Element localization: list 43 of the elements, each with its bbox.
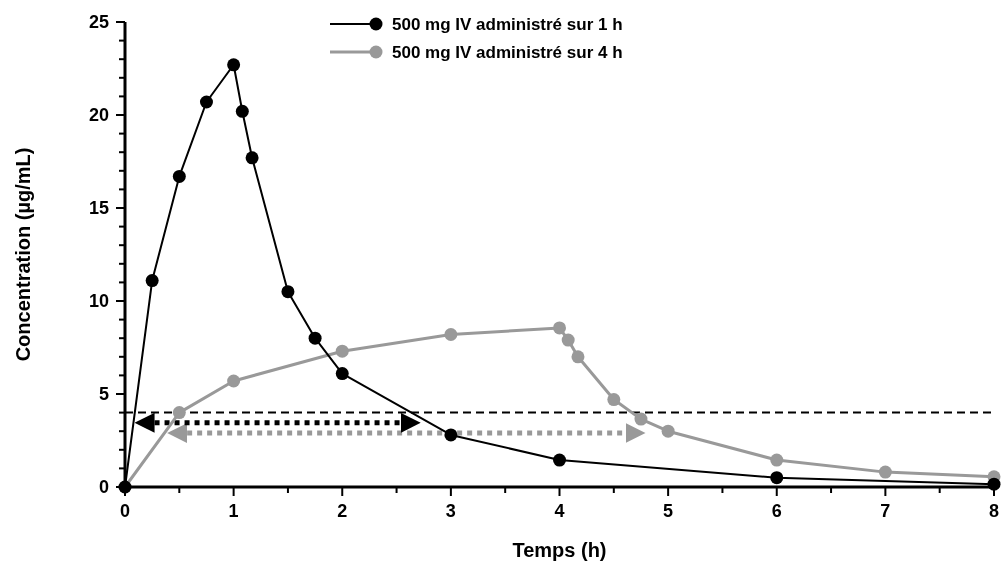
legend-label: 500 mg IV administré sur 4 h (392, 43, 623, 62)
point (770, 471, 784, 485)
point (145, 274, 159, 288)
x-tick-label: 0 (119, 501, 131, 521)
point (199, 95, 213, 109)
point (770, 453, 784, 467)
point (553, 321, 566, 335)
point (561, 333, 575, 347)
point (227, 58, 241, 72)
x-tick-label: 5 (663, 501, 674, 521)
legend-label: 500 mg IV administré sur 1 h (392, 15, 623, 34)
point (444, 428, 458, 442)
point (634, 412, 648, 426)
y-tick-label: 0 (98, 477, 109, 497)
point (553, 453, 566, 467)
y-tick-label: 5 (98, 384, 109, 404)
point (172, 169, 186, 183)
point (335, 344, 349, 358)
y-tick-label: 20 (88, 105, 109, 125)
y-tick-label: 10 (88, 291, 109, 311)
x-tick-label: 2 (337, 501, 348, 521)
point (308, 331, 322, 345)
y-tick-label: 15 (88, 198, 109, 218)
x-tick-label: 4 (554, 501, 565, 521)
x-tick-label: 7 (880, 501, 891, 521)
point (245, 151, 259, 165)
point (227, 374, 241, 388)
point (172, 406, 186, 420)
x-tick-label: 8 (988, 501, 1000, 521)
y-axis-title: Concentration (µg/mL) (12, 147, 34, 362)
x-tick-label: 1 (228, 501, 239, 521)
point (607, 393, 621, 407)
point (661, 424, 675, 438)
point (235, 104, 249, 118)
point (571, 350, 585, 364)
point (878, 465, 892, 479)
x-tick-label: 6 (771, 501, 782, 521)
x-tick-label: 3 (445, 501, 456, 521)
point (335, 367, 349, 381)
x-axis-title: Temps (h) (512, 539, 607, 561)
point (281, 285, 295, 299)
y-tick-label: 25 (88, 12, 109, 32)
point (444, 327, 458, 341)
